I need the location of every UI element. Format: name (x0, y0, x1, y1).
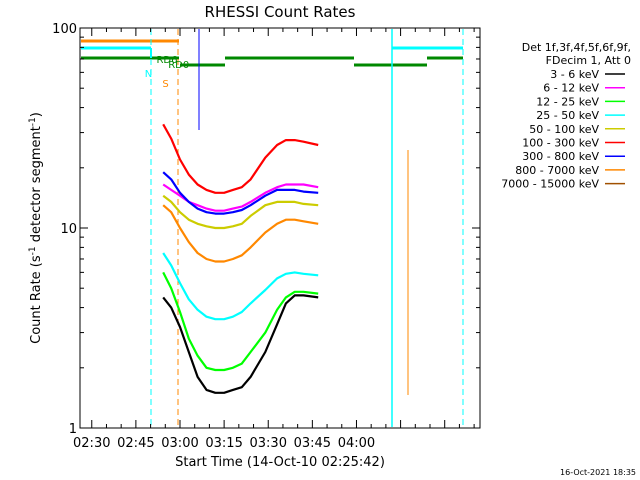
legend-label: 12 - 25 keV (536, 95, 599, 108)
series-layer (162, 123, 319, 394)
series-line-3 (162, 252, 319, 321)
legend-label: 100 - 300 keV (522, 137, 599, 150)
legend-label: 6 - 12 keV (543, 82, 599, 95)
annotation-label: S (162, 79, 168, 90)
event-markers (150, 29, 464, 427)
legend-label: 800 - 7000 keV (515, 164, 599, 177)
x-tick-label: 03:15 (205, 436, 242, 451)
legend-label: 25 - 50 keV (536, 109, 599, 122)
annotation-label: RD0 (168, 60, 189, 71)
y-axis-label: Count Rate (s-1 detector segment-1) (28, 112, 44, 344)
observation-bands (81, 39, 463, 67)
series-line-7 (162, 204, 319, 263)
legend: Det 1f,3f,4f,5f,6f,9f,FDecim 1, Att 03 -… (501, 41, 631, 191)
x-tick-label: 02:30 (73, 436, 110, 451)
x-tick-label: 03:30 (250, 436, 287, 451)
y-axis: 1 10 100 (52, 22, 480, 437)
x-tick-label: 03:00 (161, 436, 198, 451)
legend-label: 7000 - 15000 keV (501, 178, 599, 191)
series-line-6 (162, 171, 319, 215)
x-tick-label: 02:45 (117, 436, 154, 451)
x-axis: 02:30 02:45 03:00 03:15 03:30 03:45 04:00 (73, 28, 475, 451)
y-tick-label: 1 (69, 422, 77, 437)
legend-header: Det 1f,3f,4f,5f,6f,9f, (522, 41, 631, 54)
x-tick-label: 03:45 (294, 436, 331, 451)
x-axis-label: Start Time (14-Oct-10 02:25:42) (175, 455, 385, 470)
y-tick-label: 100 (52, 22, 77, 37)
legend-header: FDecim 1, Att 0 (546, 54, 631, 67)
annotation-label: RD6 (156, 55, 177, 66)
legend-label: 300 - 800 keV (522, 150, 599, 163)
y-tick-label: 10 (60, 222, 77, 237)
series-line-2 (162, 271, 319, 372)
annotation-label: N (145, 69, 152, 80)
series-line-4 (162, 194, 319, 230)
x-tick-label: 04:00 (338, 436, 375, 451)
legend-label: 50 - 100 keV (529, 123, 599, 136)
series-line-5 (162, 123, 319, 194)
series-line-0 (162, 294, 319, 394)
chart-title: RHESSI Count Rates (205, 3, 356, 21)
footer-date: 16-Oct-2021 18:35 (560, 468, 636, 477)
legend-label: 3 - 6 keV (550, 68, 599, 81)
